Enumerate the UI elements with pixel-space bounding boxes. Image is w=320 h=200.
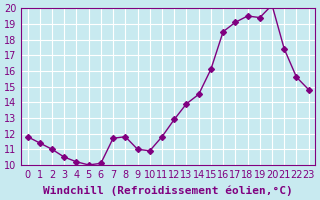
X-axis label: Windchill (Refroidissement éolien,°C): Windchill (Refroidissement éolien,°C) [43, 185, 293, 196]
